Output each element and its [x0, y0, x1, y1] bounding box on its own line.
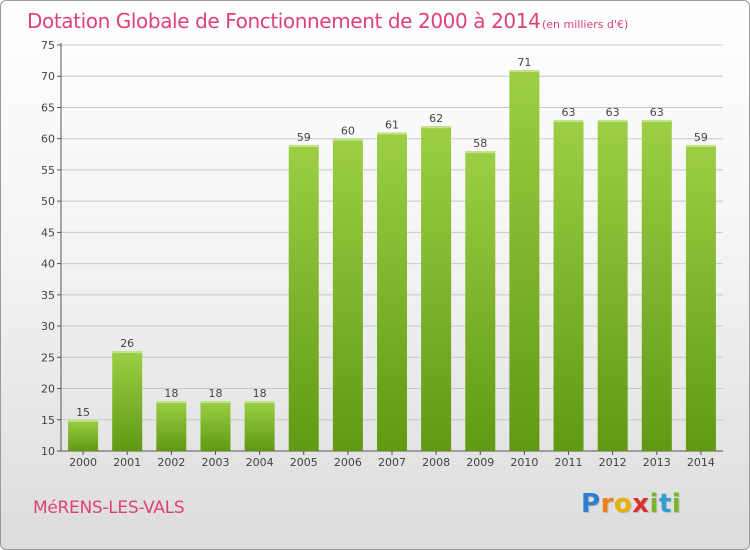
y-tick-label: 60 [41, 133, 55, 146]
data-label-2008: 62 [429, 112, 443, 125]
chart-subtitle: (en milliers d'€) [542, 18, 629, 31]
x-tick-label: 2001 [113, 456, 141, 469]
y-tick-label: 35 [41, 289, 55, 302]
bar-highlight [332, 138, 363, 141]
y-tick-label: 70 [41, 70, 55, 83]
y-tick-label: 45 [41, 226, 55, 239]
data-label-2002: 18 [164, 387, 178, 400]
bar-2004 [244, 401, 275, 451]
bar-highlight [156, 401, 187, 404]
y-tick-label: 30 [41, 320, 55, 333]
bar-2014 [685, 144, 716, 451]
data-label-2003: 18 [208, 387, 222, 400]
bar-highlight [377, 132, 407, 135]
x-tick-label: 2008 [422, 456, 450, 469]
x-tick-label: 2007 [378, 456, 406, 469]
bar-2002 [156, 401, 187, 451]
bar-2012 [597, 119, 628, 451]
data-label-2011: 63 [562, 106, 576, 119]
x-tick-label: 2009 [466, 456, 494, 469]
bar-highlight [685, 144, 716, 147]
y-tick-label: 10 [41, 445, 55, 458]
bar-highlight [465, 151, 496, 154]
y-tick-label: 55 [41, 164, 55, 177]
chart-title: Dotation Globale de Fonctionnement de 20… [27, 9, 541, 33]
y-tick-label: 50 [41, 195, 55, 208]
x-tick-label: 2002 [157, 456, 185, 469]
data-label-2006: 60 [341, 125, 355, 138]
x-tick-label: 2012 [599, 456, 627, 469]
x-tick-label: 2000 [69, 456, 97, 469]
data-label-2007: 61 [385, 118, 399, 131]
bar-highlight [553, 119, 584, 122]
bar-highlight [68, 419, 99, 422]
bar-2008 [421, 126, 452, 451]
bar-2003 [200, 401, 231, 451]
bar-highlight [597, 119, 628, 122]
data-label-2005: 59 [297, 131, 311, 144]
y-tick-label: 20 [41, 383, 55, 396]
commune-name: MéRENS-LES-VALS [33, 498, 185, 518]
bar-highlight [641, 119, 672, 122]
bar-highlight [112, 351, 143, 354]
bar-2005 [288, 144, 319, 451]
bar-2000 [68, 419, 99, 451]
x-tick-label: 2004 [246, 456, 274, 469]
bar-2007 [377, 132, 407, 451]
bar-2009 [465, 151, 496, 451]
bar-highlight [288, 144, 319, 147]
data-label-2013: 63 [650, 106, 664, 119]
x-tick-label: 2011 [555, 456, 583, 469]
data-label-2000: 15 [76, 406, 90, 419]
bar-2010 [509, 69, 540, 451]
x-tick-label: 2010 [510, 456, 538, 469]
bar-2013 [641, 119, 672, 451]
bar-highlight [509, 69, 540, 72]
bar-highlight [200, 401, 231, 404]
x-tick-label: 2005 [290, 456, 318, 469]
bar-highlight [244, 401, 275, 404]
proxiti-logo[interactable]: Proxiti [581, 489, 682, 519]
bar-2006 [332, 138, 363, 451]
y-tick-label: 25 [41, 351, 55, 364]
x-tick-label: 2013 [643, 456, 671, 469]
x-tick-label: 2006 [334, 456, 362, 469]
y-tick-label: 40 [41, 258, 55, 271]
data-label-2012: 63 [606, 106, 620, 119]
bars [68, 69, 716, 451]
y-tick-label: 15 [41, 414, 55, 427]
bar-highlight [421, 126, 452, 129]
data-label-2001: 26 [120, 337, 134, 350]
bar-2001 [112, 351, 143, 451]
data-label-2004: 18 [253, 387, 267, 400]
x-tick-label: 2003 [201, 456, 229, 469]
y-tick-label: 75 [41, 39, 55, 52]
x-tick-labels: 2000 2001 2002 2003 2004 2005 2006 2007 2008 2009… [69, 451, 715, 469]
data-label-2014: 59 [694, 131, 708, 144]
data-label-2009: 58 [473, 137, 487, 150]
data-label-2010: 71 [517, 56, 531, 69]
bar-2011 [553, 119, 584, 451]
x-tick-label: 2014 [687, 456, 715, 469]
y-tick-label: 65 [41, 101, 55, 114]
data-labels: 15 26 18 18 18 59 60 61 62 58 71 63 63 63 59 [76, 56, 708, 419]
y-tick-labels: 10 15 20 25 30 35 40 45 50 55 60 65 70 75 [41, 39, 55, 458]
